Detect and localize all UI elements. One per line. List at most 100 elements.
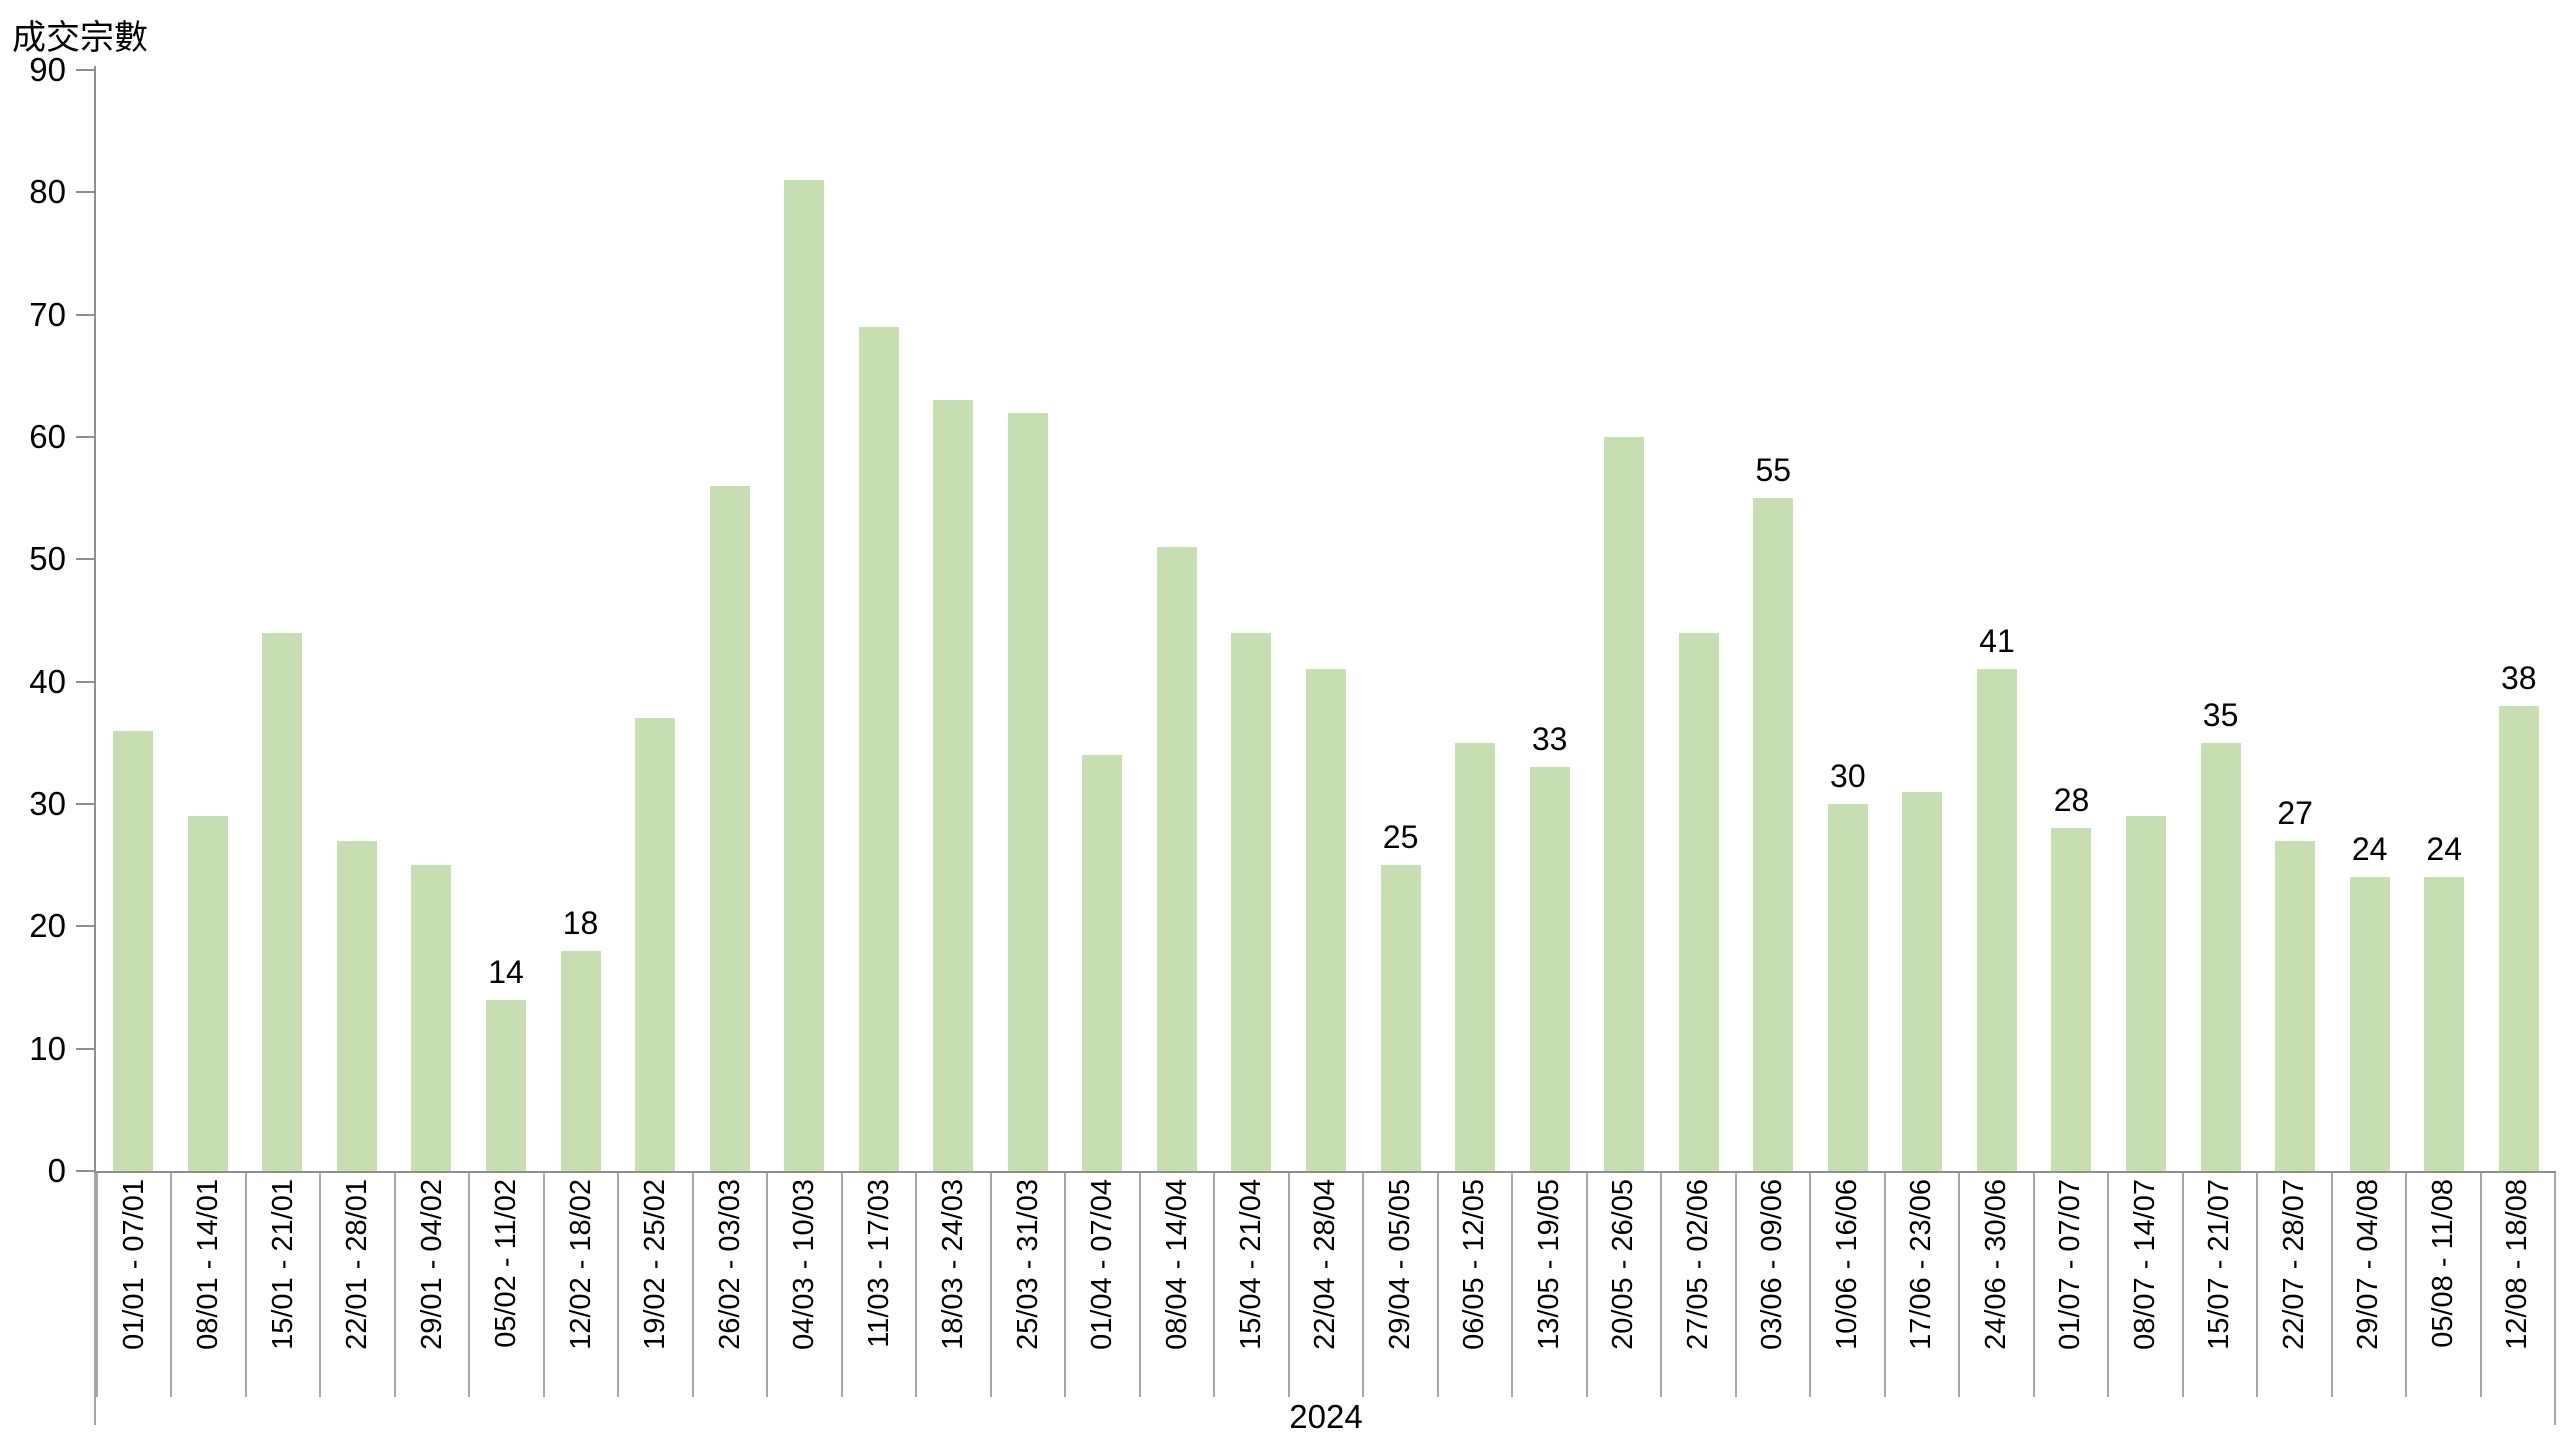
y-tick-mark xyxy=(76,803,94,805)
y-tick-label: 40 xyxy=(29,662,66,700)
y-axis-line xyxy=(94,66,96,1173)
bar-slot: 41 xyxy=(1960,70,2035,1171)
bar-01/07 - 07/07 xyxy=(2051,828,2092,1171)
x-label-cell: 22/07 - 28/07 xyxy=(2258,1173,2333,1397)
bar-29/07 - 04/08 xyxy=(2349,877,2390,1171)
y-tick-label: 70 xyxy=(29,295,66,333)
bar-slot xyxy=(841,70,916,1171)
bar-slot xyxy=(171,70,246,1171)
x-tick-label: 22/07 - 28/07 xyxy=(2277,1179,2310,1350)
x-tick-label: 13/05 - 19/05 xyxy=(1532,1179,1565,1350)
bar-slot xyxy=(1438,70,1513,1171)
x-label-cell: 01/07 - 07/07 xyxy=(2035,1173,2110,1397)
x-label-cell: 29/07 - 04/08 xyxy=(2333,1173,2408,1397)
bar-29/04 - 05/05 xyxy=(1380,865,1421,1171)
bar-slot xyxy=(1065,70,1140,1171)
bar-12/02 - 18/02 xyxy=(560,950,601,1171)
x-label-cell: 22/04 - 28/04 xyxy=(1290,1173,1365,1397)
bar-25/03 - 31/03 xyxy=(1007,412,1048,1171)
y-tick-label: 90 xyxy=(29,51,66,88)
bar-01/04 - 07/04 xyxy=(1082,755,1123,1171)
bar-06/05 - 12/05 xyxy=(1455,742,1496,1171)
x-tick-label: 15/04 - 21/04 xyxy=(1235,1179,1267,1350)
x-label-cell: 17/06 - 23/06 xyxy=(1886,1173,1961,1397)
bar-04/03 - 10/03 xyxy=(784,180,825,1171)
bar-01/01 - 07/01 xyxy=(113,730,154,1171)
bar-data-label: 55 xyxy=(1755,452,1792,489)
bar-data-label: 41 xyxy=(1979,623,2015,660)
bar-03/06 - 09/06 xyxy=(1753,498,1794,1171)
bar-slot xyxy=(767,70,842,1171)
x-label-cell: 11/03 - 17/03 xyxy=(843,1173,918,1397)
y-tick-label: 10 xyxy=(29,1029,66,1067)
bar-data-label: 33 xyxy=(1531,721,1568,758)
y-tick-mark xyxy=(76,69,94,71)
x-tick-label: 18/03 - 24/03 xyxy=(937,1179,970,1350)
bar-slot xyxy=(1661,70,1736,1171)
bar-slot: 28 xyxy=(2034,70,2109,1171)
x-tick-label: 08/07 - 14/07 xyxy=(2128,1179,2161,1350)
y-tick-label: 30 xyxy=(29,785,66,822)
x-label-cell: 25/03 - 31/03 xyxy=(992,1173,1067,1397)
bar-slot xyxy=(1587,70,1662,1171)
x-label-cell: 18/03 - 24/03 xyxy=(917,1173,992,1397)
bar-data-label: 38 xyxy=(2500,660,2537,697)
x-tick-label: 26/02 - 03/03 xyxy=(713,1179,746,1350)
x-label-cell: 27/05 - 02/06 xyxy=(1662,1173,1737,1397)
bar-15/07 - 21/07 xyxy=(2200,742,2241,1171)
category-outer-boundary-line xyxy=(2554,1173,2556,1425)
x-label-cell: 26/02 - 03/03 xyxy=(694,1173,769,1397)
x-tick-label: 10/06 - 16/06 xyxy=(1830,1179,1863,1350)
x-label-cell: 20/05 - 26/05 xyxy=(1588,1173,1663,1397)
bar-18/03 - 24/03 xyxy=(933,400,974,1171)
bar-data-label: 35 xyxy=(2202,696,2239,733)
bar-slot: 55 xyxy=(1736,70,1811,1171)
x-tick-label: 24/06 - 30/06 xyxy=(1979,1179,2012,1350)
x-label-cell: 12/08 - 18/08 xyxy=(2482,1173,2556,1397)
x-tick-label: 27/05 - 02/06 xyxy=(1681,1179,1714,1350)
bar-slot: 33 xyxy=(1512,70,1587,1171)
x-tick-label: 15/01 - 21/01 xyxy=(266,1179,299,1350)
bars-row: 14 18 25 33 55 30 41 28 35 27 24 24 38 xyxy=(96,70,2556,1171)
x-tick-label: 22/01 - 28/01 xyxy=(341,1179,374,1350)
y-tick-mark xyxy=(76,558,94,561)
x-label-cell: 08/01 - 14/01 xyxy=(172,1173,247,1397)
bar-08/04 - 14/04 xyxy=(1156,547,1197,1171)
y-tick-mark xyxy=(76,436,94,438)
x-label-cell: 01/04 - 07/04 xyxy=(1066,1173,1141,1397)
x-label-cell: 24/06 - 30/06 xyxy=(1960,1173,2035,1397)
bar-27/05 - 02/06 xyxy=(1678,632,1719,1171)
x-tick-label: 29/07 - 04/08 xyxy=(2352,1179,2385,1350)
x-axis-labels: 01/01 - 07/01 08/01 - 14/01 15/01 - 21/01 2… xyxy=(96,1173,2556,1397)
chart-title: 成交宗數 xyxy=(12,19,148,57)
y-tick-label: 50 xyxy=(29,540,66,578)
bar-data-label: 24 xyxy=(2351,831,2388,868)
bar-17/06 - 23/06 xyxy=(1902,791,1943,1171)
bar-slot: 35 xyxy=(2183,70,2258,1171)
x-tick-label: 08/01 - 14/01 xyxy=(192,1179,225,1350)
x-label-cell: 08/04 - 14/04 xyxy=(1141,1173,1216,1397)
x-label-cell: 08/07 - 14/07 xyxy=(2109,1173,2184,1397)
bar-19/02 - 25/02 xyxy=(635,718,676,1171)
x-tick-label: 01/07 - 07/07 xyxy=(2054,1179,2087,1350)
x-tick-label: 19/02 - 25/02 xyxy=(639,1179,672,1350)
x-tick-label: 12/08 - 18/08 xyxy=(2501,1179,2534,1350)
bar-22/01 - 28/01 xyxy=(336,840,377,1171)
y-tick-mark xyxy=(76,1047,94,1050)
bar-slot xyxy=(320,70,395,1171)
bar-15/04 - 21/04 xyxy=(1231,632,1272,1171)
x-tick-label: 01/04 - 07/04 xyxy=(1086,1179,1119,1350)
bar-slot xyxy=(1140,70,1215,1171)
x-tick-label: 29/01 - 04/02 xyxy=(415,1179,448,1350)
bar-slot: 14 xyxy=(469,70,544,1171)
y-tick-mark xyxy=(76,925,94,928)
x-label-cell: 05/02 - 11/02 xyxy=(470,1173,545,1397)
bar-data-label: 25 xyxy=(1382,819,1419,856)
y-tick-label: 60 xyxy=(29,418,66,455)
bar-slot xyxy=(916,70,991,1171)
x-tick-label: 17/06 - 23/06 xyxy=(1905,1179,1938,1350)
bar-12/08 - 18/08 xyxy=(2498,706,2539,1171)
x-label-cell: 12/02 - 18/02 xyxy=(545,1173,620,1397)
x-tick-label: 20/05 - 26/05 xyxy=(1607,1179,1640,1350)
bar-slot: 24 xyxy=(2332,70,2407,1171)
